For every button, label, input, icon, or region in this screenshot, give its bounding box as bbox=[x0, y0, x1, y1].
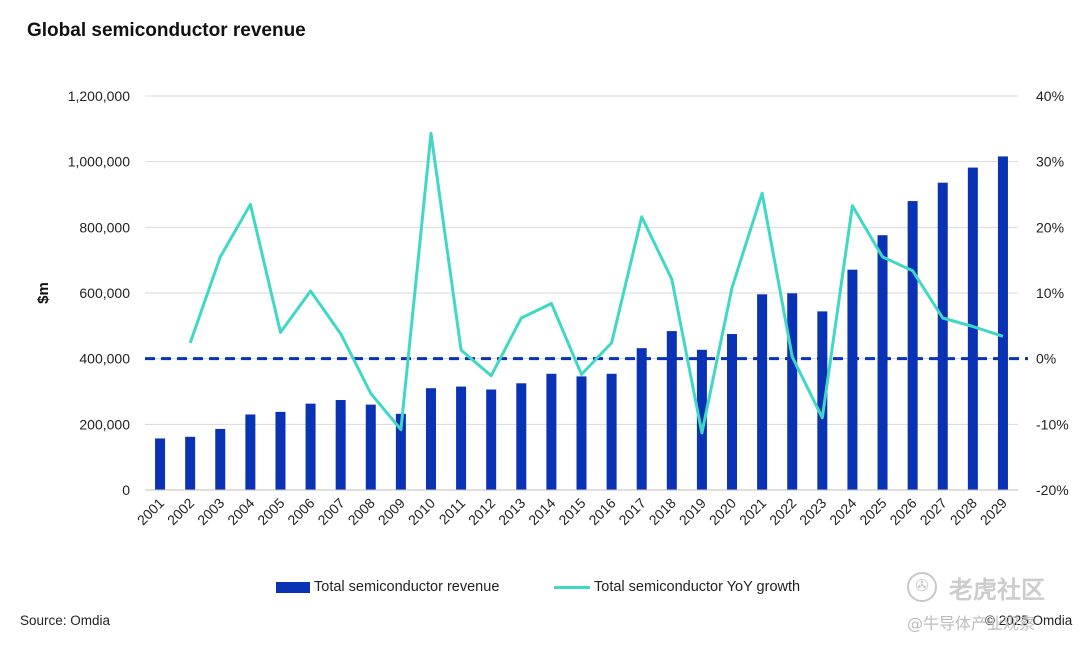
x-tick-label: 2003 bbox=[194, 495, 227, 528]
x-tick-label: 2009 bbox=[375, 495, 408, 528]
y2-tick-label: 10% bbox=[1036, 285, 1064, 301]
x-tick-label: 2015 bbox=[555, 495, 588, 528]
x-tick-label: 2006 bbox=[284, 495, 317, 528]
x-tick-label: 2002 bbox=[164, 495, 197, 528]
x-tick-label: 2023 bbox=[796, 495, 829, 528]
watermark-logo-icon: ✇ bbox=[907, 572, 937, 602]
bar-series bbox=[155, 156, 1008, 491]
bar bbox=[275, 411, 286, 490]
x-tick-label: 2010 bbox=[405, 495, 438, 528]
bar bbox=[877, 235, 888, 490]
bar bbox=[185, 436, 196, 490]
x-tick-label: 2029 bbox=[977, 495, 1010, 528]
x-tick-label: 2008 bbox=[345, 495, 378, 528]
x-tick-label: 2013 bbox=[495, 495, 528, 528]
bar bbox=[727, 334, 738, 490]
bar bbox=[787, 293, 798, 490]
watermark: ✇ 老虎社区 @牛导体产业观察 bbox=[905, 566, 1065, 633]
bar bbox=[335, 400, 346, 490]
watermark-brand: 老虎社区 bbox=[949, 576, 1045, 604]
y2-tick-label: -20% bbox=[1036, 482, 1069, 498]
y2-tick-label: 40% bbox=[1036, 88, 1064, 104]
bar bbox=[997, 156, 1008, 490]
watermark-subtitle: @牛导体产业观察 bbox=[907, 614, 1036, 633]
bar bbox=[155, 438, 166, 490]
x-tick-label: 2020 bbox=[706, 495, 739, 528]
chart-plot: 0 200,000 400,000 600,000 800,000 1,000,000 1,… bbox=[35, 88, 1069, 528]
x-tick-label: 2027 bbox=[917, 495, 950, 528]
bar bbox=[967, 167, 978, 490]
line-series bbox=[188, 131, 1004, 435]
legend-label-revenue: Total semiconductor revenue bbox=[314, 579, 500, 595]
bar bbox=[456, 386, 467, 490]
x-tick-label: 2024 bbox=[826, 495, 859, 528]
x-tick-label: 2004 bbox=[224, 495, 257, 528]
y2-tick-label: -10% bbox=[1036, 416, 1069, 432]
y-tick-label: 800,000 bbox=[79, 219, 130, 235]
x-tick-label: 2012 bbox=[465, 495, 498, 528]
bar bbox=[395, 413, 406, 490]
x-tick-label: 2025 bbox=[856, 495, 889, 528]
x-tick-label: 2011 bbox=[436, 495, 469, 528]
bar bbox=[215, 428, 226, 490]
bar bbox=[907, 201, 918, 491]
bar bbox=[847, 269, 858, 490]
x-tick-label: 2001 bbox=[134, 495, 167, 528]
legend-swatch-line bbox=[554, 585, 590, 589]
bar bbox=[757, 294, 768, 490]
bar bbox=[516, 383, 527, 490]
y-tick-label: 1,000,000 bbox=[68, 154, 130, 170]
bar bbox=[937, 182, 948, 490]
x-tick-label: 2005 bbox=[254, 495, 287, 528]
chart-title: Global semiconductor revenue bbox=[27, 20, 306, 41]
x-tick-label: 2014 bbox=[525, 495, 558, 528]
y-tick-label: 600,000 bbox=[79, 285, 130, 301]
bar bbox=[305, 403, 316, 490]
y2-tick-label: 20% bbox=[1036, 219, 1064, 235]
bar bbox=[576, 376, 587, 490]
x-tick-label: 2021 bbox=[736, 495, 769, 528]
y2-tick-label: 30% bbox=[1036, 154, 1064, 170]
legend-item-revenue: Total semiconductor revenue bbox=[276, 579, 499, 595]
bar bbox=[546, 373, 557, 490]
bar bbox=[696, 349, 707, 490]
bar bbox=[666, 331, 677, 490]
x-tick-label: 2018 bbox=[646, 495, 679, 528]
legend-label-growth: Total semiconductor YoY growth bbox=[594, 579, 801, 595]
x-tick-label: 2019 bbox=[676, 495, 709, 528]
x-tick-label: 2017 bbox=[615, 495, 648, 528]
x-tick-label: 2026 bbox=[886, 495, 919, 528]
source-note: Source: Omdia bbox=[20, 613, 111, 628]
y-tick-label: 0 bbox=[122, 482, 130, 498]
x-tick-label: 2016 bbox=[585, 495, 618, 528]
growth-line bbox=[188, 131, 1004, 435]
x-tick-label: 2022 bbox=[766, 495, 799, 528]
x-tick-label: 2028 bbox=[947, 495, 980, 528]
y-tick-label: 200,000 bbox=[79, 416, 130, 432]
y-tick-label: 1,200,000 bbox=[68, 88, 130, 104]
bar bbox=[486, 389, 497, 490]
bar bbox=[636, 348, 647, 490]
copyright-note: © 2025 Omdia bbox=[985, 613, 1073, 628]
bar bbox=[425, 388, 436, 490]
legend-item-growth: Total semiconductor YoY growth bbox=[554, 579, 800, 595]
legend-swatch-bar bbox=[276, 581, 310, 593]
bar bbox=[817, 311, 828, 490]
y2-tick-label: 0% bbox=[1036, 351, 1056, 367]
bar bbox=[365, 404, 376, 490]
legend: Total semiconductor revenue Total semico… bbox=[0, 579, 1080, 599]
x-tick-label: 2007 bbox=[314, 495, 347, 528]
bar bbox=[245, 414, 256, 490]
bar bbox=[606, 373, 617, 490]
y-axis-label: $m bbox=[35, 282, 52, 304]
y-tick-label: 400,000 bbox=[79, 351, 130, 367]
